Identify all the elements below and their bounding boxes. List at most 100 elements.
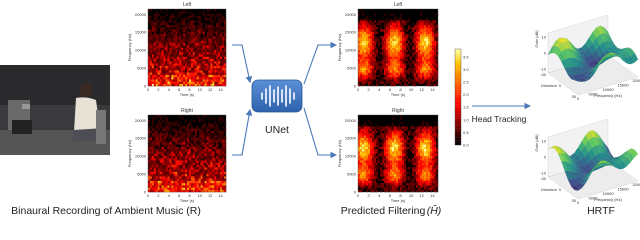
spectrogram-cell — [149, 171, 153, 175]
spectrogram-cell — [167, 67, 170, 71]
spectrogram-cell — [196, 40, 199, 44]
spectrogram-cell — [414, 33, 417, 37]
spectrogram-cell — [171, 176, 174, 179]
spectrogram-cell — [400, 83, 403, 87]
spectrogram-cell — [358, 24, 361, 28]
spectrogram-cell — [360, 137, 363, 141]
spectrogram-cell — [222, 160, 225, 163]
spectrogram-cell — [194, 61, 197, 64]
spectrogram-cell — [163, 178, 166, 181]
spectrogram-cell — [171, 58, 174, 62]
spectrogram-cell — [364, 180, 367, 184]
spectrogram-cell — [420, 164, 423, 168]
spectrogram-cell — [374, 38, 377, 41]
hrtf-surface-cell — [630, 149, 639, 158]
spectrogram-cell — [384, 20, 387, 23]
spectrogram-cell — [183, 146, 186, 150]
spectrogram-cell — [171, 27, 174, 30]
spectrogram-cell — [220, 63, 223, 66]
spectrogram-cell — [384, 169, 387, 172]
spectrogram-cell — [210, 176, 213, 179]
spectrogram-cell — [382, 144, 385, 147]
spectrogram-cell — [362, 151, 365, 154]
spectrogram-cell — [194, 128, 197, 132]
spectrogram-cell — [428, 144, 431, 147]
spectrogram-cell — [400, 61, 403, 64]
spectrogram-cell — [155, 42, 158, 46]
spectrogram-cell — [202, 148, 205, 152]
spectrogram-cell — [412, 146, 415, 150]
spectrogram-cell — [179, 176, 182, 179]
spectrogram-cell — [384, 70, 387, 73]
spectrogram-cell — [382, 182, 385, 186]
spectrogram-cell — [206, 49, 209, 53]
spectrogram-cell — [370, 121, 373, 125]
spectrogram-cell — [416, 128, 419, 132]
spectrogram-cell — [224, 148, 227, 152]
spectrogram-cell — [396, 176, 399, 179]
spectrogram-cell — [210, 54, 213, 57]
spectrogram-cell — [198, 76, 201, 80]
spectrogram-cell — [216, 49, 219, 53]
spectrogram-cell — [194, 52, 197, 55]
spectrogram-cell — [214, 54, 217, 57]
spectrogram-cell — [188, 151, 192, 154]
spectrogram-cell — [394, 65, 397, 69]
spectrogram-cell — [370, 63, 373, 66]
spectrogram-cell — [188, 173, 192, 177]
spectrogram-cell — [362, 180, 365, 184]
spectrogram-cell — [436, 137, 439, 141]
spectrogram-cell — [177, 164, 180, 168]
spectrogram-cell — [394, 54, 397, 57]
spectrogram-cell — [428, 56, 431, 60]
spectrogram-cell — [169, 169, 172, 172]
spectrogram-cell — [398, 176, 401, 179]
spectrogram-cell — [386, 24, 389, 28]
spectrogram-cell — [202, 13, 205, 16]
spectrogram-cell — [436, 76, 439, 80]
spectrogram-cell — [206, 171, 209, 175]
spectrogram-cell — [194, 162, 197, 166]
spectrogram-cell — [394, 58, 397, 62]
spectrogram-cell — [386, 40, 389, 44]
spectrogram-cell — [218, 76, 221, 80]
spectrogram-cell — [404, 61, 407, 64]
spectrogram-cell — [426, 137, 429, 141]
spectrogram-cell — [196, 58, 199, 62]
spectrogram-cell — [428, 160, 431, 163]
spectrogram-cell — [187, 176, 190, 179]
spectrogram-cell — [214, 9, 217, 12]
spectrogram-cell — [380, 185, 383, 188]
spectrogram-cell — [366, 63, 369, 66]
spectrogram-cell — [436, 139, 439, 143]
x-tick-label: 20000 — [632, 78, 640, 83]
spectrogram-cell — [183, 31, 186, 35]
spectrogram-cell — [380, 40, 383, 44]
spectrogram-cell — [222, 42, 225, 46]
spectrogram-cell — [396, 160, 399, 163]
spectrogram-cell — [358, 135, 361, 138]
spectrogram-cell — [200, 146, 203, 150]
spectrogram-cell — [202, 54, 205, 57]
spectrogram-cell — [402, 56, 405, 60]
spectrogram-cell — [204, 49, 207, 53]
spectrogram-cell — [394, 148, 397, 152]
spectrogram-cell — [204, 24, 207, 28]
spectrogram-cell — [208, 49, 211, 53]
spectrogram-cell — [185, 146, 188, 150]
x-tick-label: 6 — [389, 87, 392, 92]
spectrogram-cell — [196, 137, 199, 141]
spectrogram-cell — [216, 47, 219, 50]
spectrogram-cell — [196, 180, 199, 184]
spectrogram-cell — [220, 52, 223, 55]
spectrogram-cell — [179, 148, 182, 152]
spectrogram-cell — [436, 160, 439, 163]
spectrogram-cell — [386, 135, 389, 138]
spectrogram-cell — [220, 56, 223, 60]
spectrogram-cell — [198, 24, 201, 28]
spectrogram-cell — [382, 72, 385, 75]
x-tick-label: 0 — [147, 87, 150, 92]
spectrogram-cell — [161, 173, 164, 177]
colorbar-tick-label: 1.5 — [463, 105, 469, 110]
spectrogram-cell — [163, 45, 166, 48]
